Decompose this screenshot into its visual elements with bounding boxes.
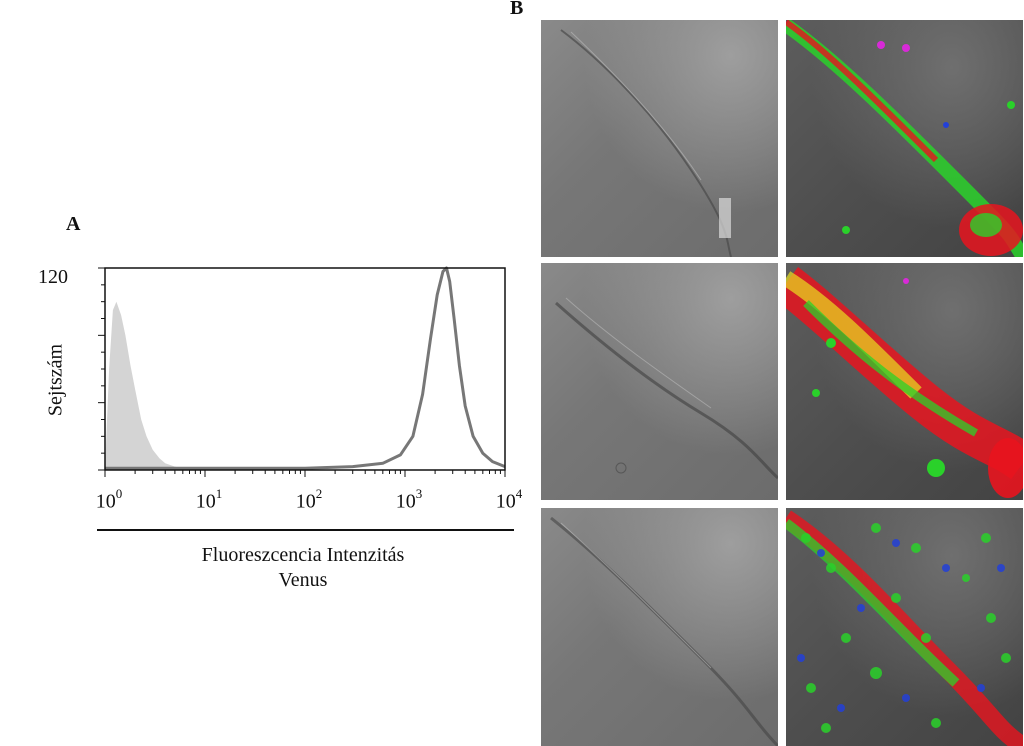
- micrograph-fluorescence-1: [786, 20, 1023, 257]
- x-tick-label: 101: [195, 486, 223, 513]
- y-axis-label: Sejtszám: [44, 343, 67, 417]
- series-negative-control: [105, 301, 205, 470]
- series-venus-positive: [105, 266, 506, 470]
- x-tick-label: 103: [395, 486, 423, 513]
- x-axis-rule: [97, 529, 514, 531]
- x-tick-label: 104: [495, 486, 523, 513]
- panel-a-label: A: [66, 213, 81, 235]
- micrograph-brightfield-3: [541, 508, 778, 746]
- plot-frame: [104, 267, 506, 471]
- x-axis-label-line1: Fluoreszcencia Intenzitás: [201, 544, 405, 566]
- x-axis-label-line2: Venus: [278, 569, 328, 591]
- x-tick-label: 102: [295, 486, 323, 513]
- micrograph-fluorescence-2: [786, 263, 1023, 500]
- micrograph-brightfield-2: [541, 263, 778, 500]
- micrograph-brightfield-1: [541, 20, 778, 257]
- x-tick-label: 100: [95, 486, 123, 513]
- y-max-label: 120: [38, 266, 68, 288]
- micrograph-fluorescence-3: [786, 508, 1023, 746]
- panel-b-label: B: [510, 0, 524, 19]
